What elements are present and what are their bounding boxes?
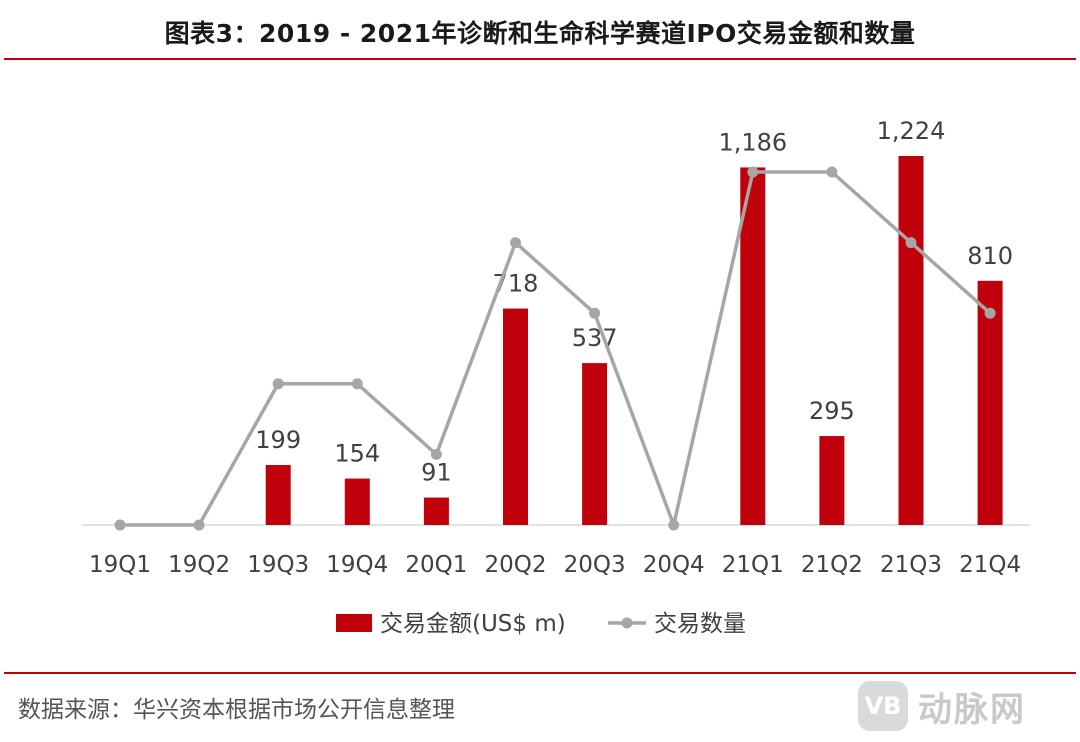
bar-20Q1 [423, 497, 449, 525]
bar-value-label-21Q4: 810 [967, 242, 1013, 270]
count-point-19Q1 [114, 519, 126, 531]
x-tick-19Q4: 19Q4 [326, 552, 388, 578]
top-rule [4, 58, 1076, 60]
watermark-logo-icon: VB [858, 681, 908, 731]
bar-value-label-19Q4: 154 [334, 440, 380, 468]
bar-20Q3 [582, 363, 608, 525]
x-tick-21Q3: 21Q3 [880, 552, 942, 578]
count-point-20Q2 [510, 237, 521, 249]
x-tick-20Q2: 20Q2 [484, 552, 546, 578]
x-tick-19Q1: 19Q1 [89, 552, 151, 578]
bar-value-label-20Q1: 91 [421, 459, 452, 487]
bar-20Q2 [503, 308, 528, 525]
bar-19Q4 [344, 478, 370, 525]
x-tick-20Q4: 20Q4 [643, 552, 705, 578]
x-tick-21Q1: 21Q1 [722, 552, 784, 578]
count-point-20Q4 [668, 519, 680, 531]
bar-21Q2 [819, 436, 845, 525]
count-point-21Q4 [984, 307, 996, 319]
x-tick-21Q4: 21Q4 [959, 552, 1021, 578]
count-point-20Q1 [430, 448, 442, 460]
legend-line-label: 交易数量 [654, 611, 746, 637]
bar-19Q3 [265, 465, 291, 525]
watermark: VB 动脉网 [858, 680, 1026, 732]
bar-value-label-19Q3: 199 [255, 426, 301, 454]
count-line [120, 170, 992, 527]
source-note: 数据来源：华兴资本根据市场公开信息整理 [18, 697, 455, 723]
legend-line-marker [621, 617, 633, 629]
count-point-19Q4 [351, 378, 363, 390]
count-point-21Q2 [826, 166, 838, 178]
x-tick-20Q3: 20Q3 [564, 552, 626, 578]
chart-title: 图表3：2019 - 2021年诊断和生命科学赛道IPO交易金额和数量 [164, 19, 916, 48]
count-point-21Q1 [747, 166, 759, 178]
count-point-19Q2 [193, 519, 205, 531]
bar-value-label-21Q2: 295 [809, 397, 855, 425]
count-point-19Q3 [272, 378, 284, 390]
bar-21Q3 [898, 156, 924, 525]
bar-value-label-20Q3: 537 [572, 324, 618, 352]
legend-bar-label: 交易金额(US$ m) [380, 611, 566, 637]
bar-value-label-21Q1: 1,186 [718, 128, 787, 156]
x-tick-20Q1: 20Q1 [405, 552, 467, 578]
x-tick-19Q2: 19Q2 [168, 552, 230, 578]
bottom-rule [4, 672, 1076, 674]
count-point-21Q3 [905, 237, 917, 249]
x-tick-19Q3: 19Q3 [247, 552, 309, 578]
bar-21Q1 [740, 167, 766, 526]
watermark-text: 动脉网 [918, 689, 1026, 730]
bar-value-label-21Q3: 1,224 [877, 117, 946, 145]
legend-bar-swatch [336, 614, 372, 632]
x-tick-21Q2: 21Q2 [801, 552, 863, 578]
bar-21Q4 [977, 280, 1003, 525]
count-point-20Q3 [589, 307, 601, 319]
